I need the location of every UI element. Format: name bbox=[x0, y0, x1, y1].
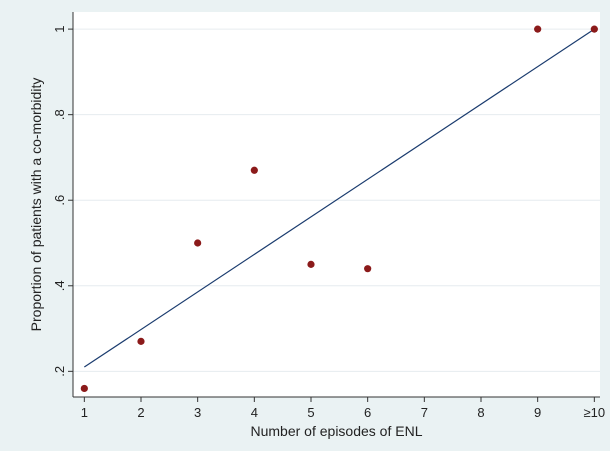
data-point bbox=[194, 239, 202, 247]
data-point bbox=[250, 166, 258, 174]
x-tick-label: 7 bbox=[421, 405, 428, 420]
x-axis-title: Number of episodes of ENL bbox=[251, 423, 423, 439]
x-tick-label: ≥10 bbox=[584, 405, 606, 420]
y-tick-label: .4 bbox=[52, 280, 67, 291]
x-tick-label: 9 bbox=[534, 405, 541, 420]
x-tick-label: 4 bbox=[251, 405, 258, 420]
data-point bbox=[590, 25, 598, 33]
x-tick-label: 1 bbox=[81, 405, 88, 420]
data-point bbox=[364, 265, 372, 273]
data-point bbox=[80, 384, 88, 393]
fit-line-group bbox=[84, 28, 595, 368]
x-tick-label: 2 bbox=[137, 405, 144, 420]
y-tick-label: .2 bbox=[52, 366, 67, 377]
fitted-line bbox=[84, 28, 595, 368]
y-tick-label: 1 bbox=[52, 25, 67, 32]
y-tick-label: .6 bbox=[52, 195, 67, 206]
data-points bbox=[80, 25, 598, 393]
data-point bbox=[534, 25, 542, 33]
y-tick-label: .8 bbox=[52, 109, 67, 120]
x-tick-label: 6 bbox=[364, 405, 371, 420]
y-axis-title: Proportion of patients with a co-morbidi… bbox=[28, 78, 44, 332]
x-tick-label: 3 bbox=[194, 405, 201, 420]
x-tick-label: 8 bbox=[477, 405, 484, 420]
data-point bbox=[307, 260, 315, 268]
data-point bbox=[137, 337, 145, 345]
plot-area bbox=[73, 12, 600, 397]
axes: .2 .4 .6 .8 1 1 2 3 4 5 6 7 8 9 ≥10 bbox=[52, 12, 605, 420]
x-tick-label: 5 bbox=[307, 405, 314, 420]
